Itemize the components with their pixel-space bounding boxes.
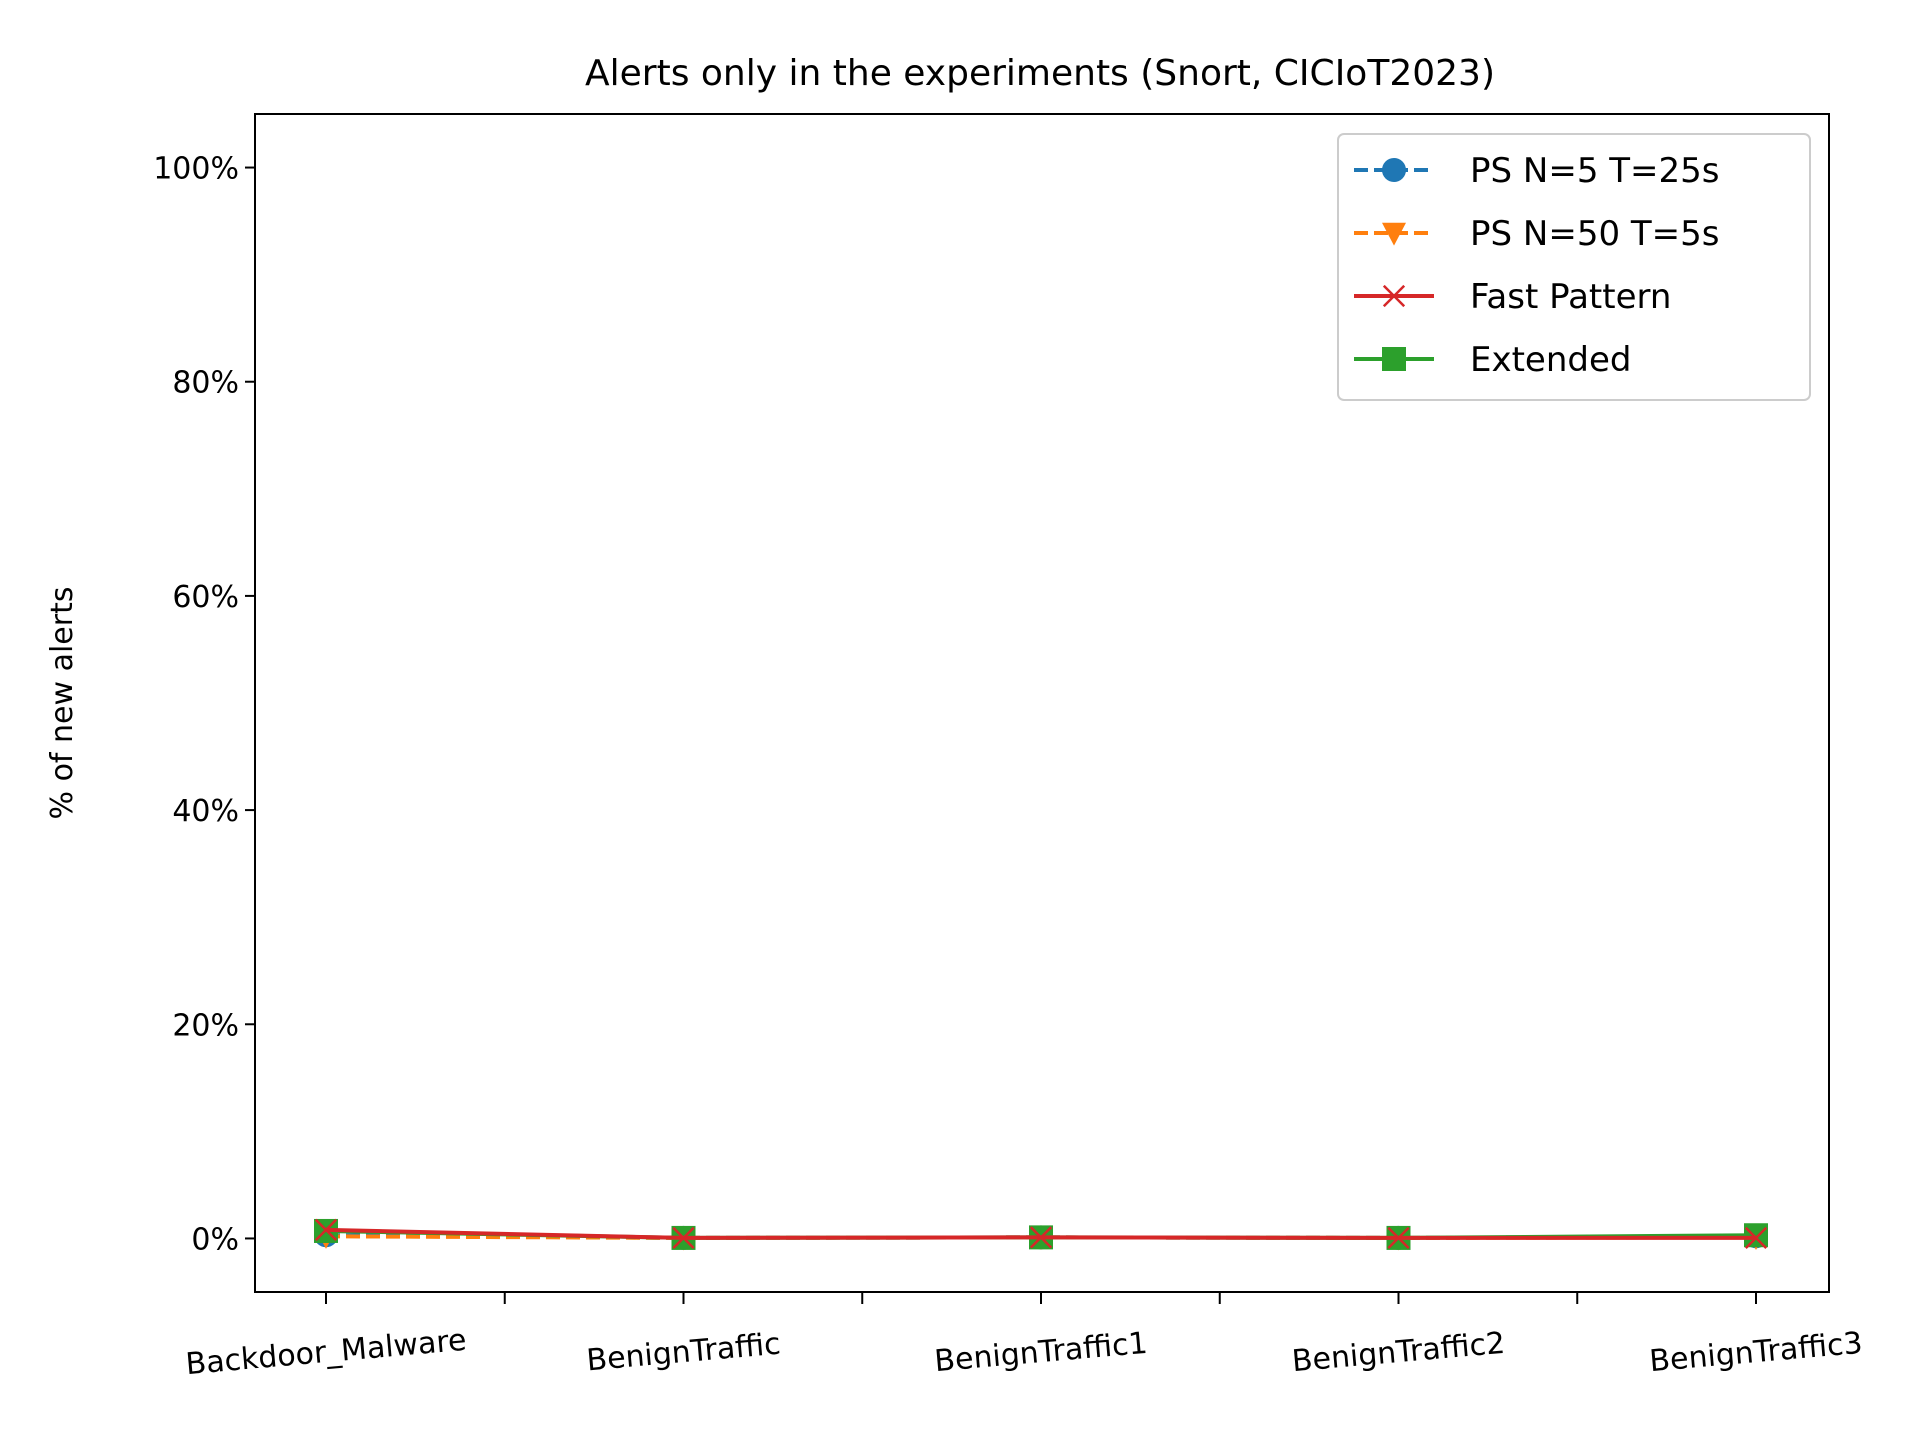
x-marker-stroke bbox=[314, 1218, 338, 1241]
x-tick-label: BenignTraffic1 bbox=[933, 1326, 1149, 1379]
y-tick-label: 0% bbox=[191, 1222, 239, 1257]
data-point bbox=[1382, 347, 1406, 371]
x-tick-label: BenignTraffic bbox=[585, 1327, 782, 1379]
plot-area bbox=[314, 1218, 1768, 1251]
legend-frame bbox=[1337, 133, 1811, 401]
legend-entry: PS N=50 T=5s bbox=[1354, 214, 1720, 254]
x-tick-label: BenignTraffic3 bbox=[1648, 1326, 1864, 1379]
x-tick-label: BenignTraffic2 bbox=[1291, 1326, 1507, 1379]
data-point bbox=[1387, 1226, 1410, 1250]
y-tick-label: 20% bbox=[172, 1008, 239, 1043]
chart-title: Alerts only in the experiments (Snort, C… bbox=[585, 53, 1495, 94]
y-tick-label: 100% bbox=[153, 152, 239, 187]
data-point bbox=[1744, 1226, 1768, 1250]
legend-entry: Extended bbox=[1354, 340, 1631, 380]
series-fast-pattern bbox=[314, 1218, 1768, 1250]
data-point bbox=[1382, 222, 1406, 246]
y-tick-label: 40% bbox=[172, 794, 239, 829]
legend-label: PS N=5 T=25s bbox=[1470, 151, 1720, 191]
data-point bbox=[1382, 284, 1406, 308]
legend-entry: Fast Pattern bbox=[1354, 277, 1671, 317]
x-marker-stroke bbox=[1387, 1226, 1410, 1250]
x-marker-stroke bbox=[1029, 1226, 1053, 1249]
x-tick-label: Backdoor_Malware bbox=[184, 1323, 468, 1382]
data-point bbox=[1382, 158, 1406, 182]
x-marker-stroke bbox=[1744, 1226, 1768, 1250]
data-point bbox=[672, 1226, 695, 1250]
data-point bbox=[314, 1218, 338, 1241]
x-marker-stroke bbox=[1382, 284, 1406, 308]
y-tick-label: 60% bbox=[172, 580, 239, 615]
y-tick-label: 80% bbox=[172, 366, 239, 401]
legend-label: Extended bbox=[1470, 340, 1631, 380]
data-point bbox=[1029, 1226, 1053, 1249]
legend-label: PS N=50 T=5s bbox=[1470, 214, 1720, 254]
data-point bbox=[1744, 1223, 1768, 1248]
x-marker-stroke bbox=[672, 1226, 695, 1250]
legend: PS N=5 T=25s PS N=50 T=5s Fast Pattern Exte… bbox=[1337, 133, 1811, 401]
legend-label: Fast Pattern bbox=[1470, 277, 1671, 317]
legend-entry: PS N=5 T=25s bbox=[1354, 151, 1720, 191]
y-axis-label: % of new alerts bbox=[45, 587, 80, 820]
